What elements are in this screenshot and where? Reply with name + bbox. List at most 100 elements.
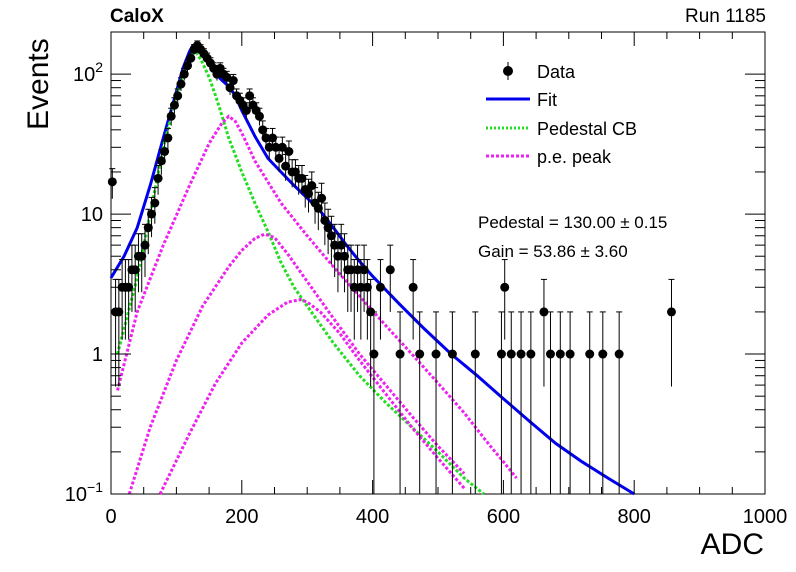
run-label: Run 1185 — [685, 6, 766, 27]
data-point — [539, 307, 549, 317]
data-point — [163, 133, 173, 143]
data-point — [274, 153, 284, 163]
data-point — [585, 349, 595, 359]
data-point — [395, 349, 405, 359]
data-point — [268, 133, 278, 143]
data-point — [297, 173, 307, 183]
data-point — [160, 147, 170, 157]
x-tick-label: 800 — [618, 506, 651, 528]
x-tick-label: 600 — [487, 506, 520, 528]
data-point — [228, 76, 238, 86]
data-point — [241, 105, 251, 115]
data-point — [526, 349, 536, 359]
data-point — [356, 282, 366, 292]
data-point — [614, 349, 624, 359]
data-point — [183, 61, 193, 71]
curves-layer — [109, 43, 635, 496]
legend-fit-label: Fit — [537, 90, 557, 110]
data-point — [496, 349, 506, 359]
data-point — [169, 100, 179, 110]
data-point — [156, 156, 166, 166]
data-point — [366, 307, 376, 317]
legend-data-marker — [503, 66, 513, 76]
legend-data-label: Data — [537, 62, 576, 82]
data-point — [284, 147, 294, 157]
data-point — [320, 215, 330, 225]
data-point — [545, 349, 555, 359]
data-point — [261, 133, 271, 143]
x-tick-label: 200 — [225, 506, 258, 528]
curve-p-e-peak-4 — [158, 298, 466, 495]
data-point — [140, 240, 150, 250]
x-tick-label: 400 — [356, 506, 389, 528]
data-point — [326, 231, 336, 241]
data-point — [264, 142, 274, 152]
data-point — [565, 349, 575, 359]
data-point — [166, 111, 176, 121]
data-point — [470, 349, 480, 359]
data-point — [186, 53, 196, 63]
data-points-layer — [107, 40, 676, 494]
data-point — [408, 282, 418, 292]
data-point — [153, 173, 163, 183]
y-tick-exponent: −1 — [87, 479, 103, 495]
data-point — [179, 69, 189, 79]
data-point — [225, 83, 235, 93]
x-axis-title: ADC — [700, 528, 764, 561]
curve-p-e-peak-2 — [116, 114, 518, 480]
data-point — [147, 209, 157, 219]
data-point — [137, 251, 147, 261]
data-point — [431, 349, 441, 359]
plot-frame — [110, 31, 766, 495]
data-point — [173, 91, 183, 101]
data-point — [500, 282, 510, 292]
pedestal-annotation: Pedestal = 130.00 ± 0.15 — [478, 213, 667, 232]
data-point — [346, 265, 356, 275]
data-point — [330, 240, 340, 250]
data-point — [258, 125, 268, 135]
curve-p-e-peak-3 — [127, 232, 466, 495]
y-tick-exponent: 2 — [95, 59, 103, 75]
data-point — [415, 349, 425, 359]
experiment-label: CaloX — [110, 6, 164, 27]
data-point — [271, 142, 281, 152]
data-point — [277, 142, 287, 152]
data-point — [362, 282, 372, 292]
x-tick-label: 1000 — [743, 506, 788, 528]
data-point — [323, 223, 333, 233]
data-point — [349, 282, 359, 292]
legend: Data Fit Pedestal CB p.e. peak — [486, 62, 637, 167]
y-tick-label: 1 — [92, 344, 103, 366]
data-point — [130, 265, 140, 275]
data-point — [313, 203, 323, 213]
data-point — [281, 161, 291, 171]
data-point — [385, 265, 395, 275]
data-point — [598, 349, 608, 359]
data-point — [150, 198, 160, 208]
x-tick-label: 0 — [105, 506, 116, 528]
data-point — [254, 111, 264, 121]
data-point — [336, 240, 346, 250]
y-tick-label: 102 — [73, 59, 103, 86]
y-tick-base: 10 — [65, 484, 87, 506]
data-point — [333, 251, 343, 261]
data-point — [516, 349, 526, 359]
curve-fit-0 — [109, 43, 635, 496]
data-point — [339, 251, 349, 261]
data-point — [317, 193, 327, 203]
data-point — [107, 177, 117, 187]
y-tick-label: 10 — [81, 204, 103, 226]
data-point — [143, 223, 153, 233]
data-point — [359, 265, 369, 275]
data-point — [369, 349, 379, 359]
data-point — [176, 79, 186, 89]
y-tick-base: 10 — [81, 204, 103, 226]
y-axis-title: Events — [22, 38, 55, 130]
data-point — [124, 282, 134, 292]
legend-pedestal-label: Pedestal CB — [537, 119, 637, 139]
data-point — [375, 282, 385, 292]
data-point — [666, 307, 676, 317]
y-tick-base: 10 — [73, 64, 95, 86]
